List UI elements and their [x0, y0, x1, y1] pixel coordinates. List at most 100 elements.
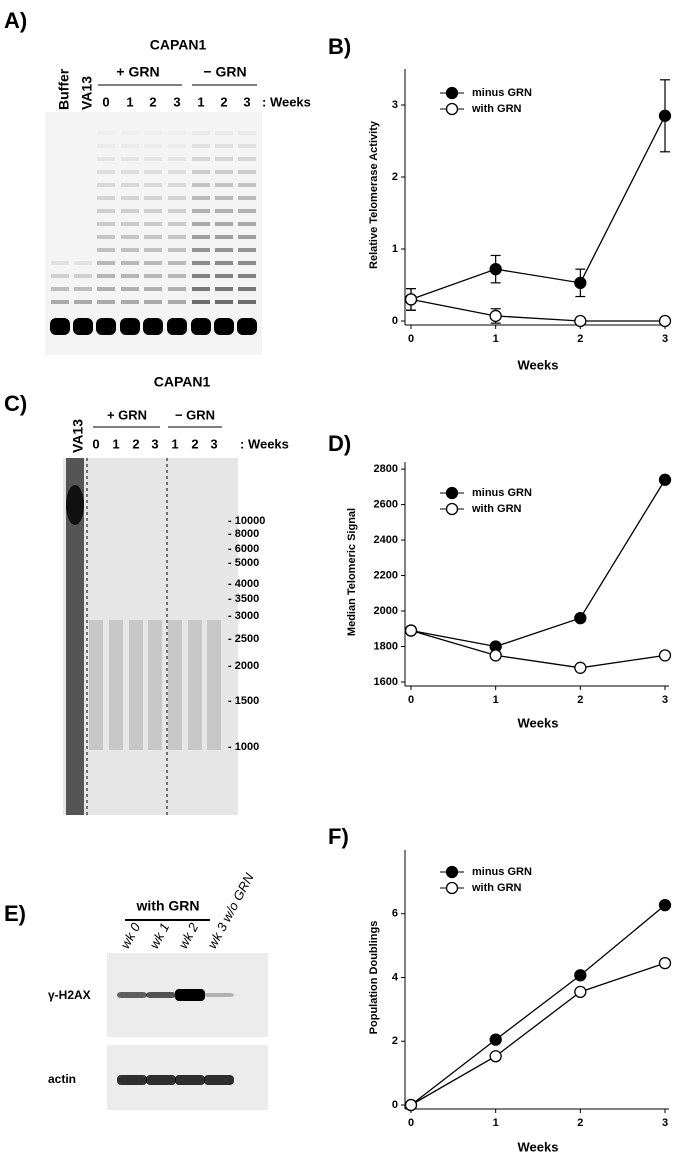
y-tick-label: 4: [392, 971, 399, 983]
x-tick-label: 1: [493, 694, 499, 706]
band: [168, 157, 186, 161]
legend-label: minus GRN: [472, 487, 532, 499]
band: [97, 274, 115, 278]
legend-label: with GRN: [471, 503, 522, 515]
y-tick-label: 0: [392, 1099, 398, 1111]
band: [238, 261, 256, 265]
band: [192, 157, 210, 161]
band: [97, 144, 115, 148]
legend-label: minus GRN: [472, 87, 532, 99]
band: [97, 131, 115, 135]
point: [574, 969, 587, 982]
point: [489, 1050, 502, 1063]
band: [238, 170, 256, 174]
lane-number: 3: [243, 94, 250, 109]
band: [74, 300, 92, 304]
smear: [207, 620, 221, 750]
band: [144, 300, 162, 304]
gel: [63, 458, 238, 815]
band: [120, 318, 140, 335]
lane-smear: [66, 458, 84, 815]
band: [168, 209, 186, 213]
band: [238, 287, 256, 291]
band: [50, 318, 70, 335]
band: [215, 300, 233, 304]
point: [658, 473, 672, 486]
y-tick-label: 3: [392, 99, 398, 111]
band: [121, 235, 139, 239]
size-marker: - 1500: [228, 695, 259, 707]
band: [215, 261, 233, 265]
y-tick-label: 6: [392, 908, 398, 920]
row-label: actin: [48, 1072, 76, 1086]
panel-label: A): [4, 8, 27, 33]
band: [168, 170, 186, 174]
group-label: + GRN: [116, 64, 159, 80]
panel-label: E): [4, 901, 26, 926]
band: [238, 131, 256, 135]
legend-marker: [445, 86, 459, 100]
point: [658, 314, 672, 328]
band: [144, 222, 162, 226]
lane-number: 0: [92, 436, 99, 451]
band: [146, 1075, 176, 1085]
band: [146, 992, 176, 998]
band: [97, 170, 115, 174]
band: [168, 235, 186, 239]
x-tick-label: 2: [577, 694, 583, 706]
band: [238, 209, 256, 213]
band: [192, 183, 210, 187]
band: [192, 287, 210, 291]
legend-label: with GRN: [471, 882, 522, 894]
band: [97, 209, 115, 213]
band: [121, 261, 139, 265]
band: [168, 274, 186, 278]
lane-label: wk 0: [117, 920, 143, 951]
point: [489, 1033, 502, 1046]
y-axis-label: Population Doublings: [368, 921, 380, 1035]
band: [97, 261, 115, 265]
y-tick-label: 2: [392, 1035, 398, 1047]
lane-number: 2: [220, 94, 227, 109]
group-label: + GRN: [107, 407, 147, 422]
lane-label: VA13: [70, 419, 86, 453]
band: [144, 131, 162, 135]
band: [238, 144, 256, 148]
point: [404, 624, 418, 637]
point: [404, 293, 418, 306]
band: [121, 144, 139, 148]
lane-label: wk 1: [146, 920, 172, 951]
band: [97, 248, 115, 252]
band: [96, 318, 116, 335]
band: [144, 196, 162, 200]
band: [192, 274, 210, 278]
legend-marker: [445, 881, 459, 895]
y-tick-label: 2400: [374, 534, 398, 546]
band: [121, 248, 139, 252]
band: [97, 183, 115, 187]
point: [658, 898, 672, 912]
y-tick-label: 2800: [374, 463, 398, 475]
band: [97, 196, 115, 200]
band: [144, 235, 162, 239]
band: [215, 209, 233, 213]
band: [121, 196, 139, 200]
lane-label: wk 3 w/o GRN: [204, 870, 257, 951]
smear: [89, 620, 103, 750]
band: [51, 274, 69, 278]
x-tick-label: 0: [408, 1117, 414, 1129]
point: [574, 314, 587, 328]
band: [167, 318, 187, 335]
band: [215, 235, 233, 239]
lane-number: 1: [112, 436, 119, 451]
band: [238, 183, 256, 187]
band: [215, 274, 233, 278]
band: [192, 235, 210, 239]
band: [237, 318, 257, 335]
x-tick-label: 2: [577, 333, 583, 345]
lane-number: 2: [132, 436, 139, 451]
band: [168, 144, 186, 148]
band: [215, 196, 233, 200]
point: [658, 957, 672, 970]
